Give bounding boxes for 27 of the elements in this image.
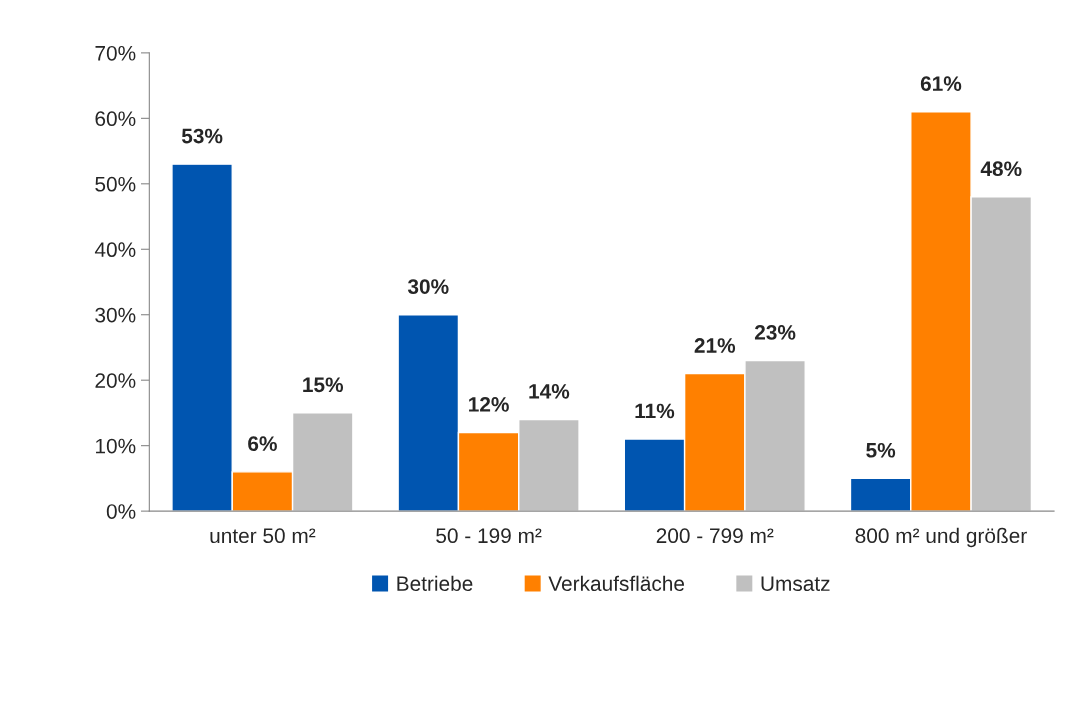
legend-label: Umsatz <box>761 576 830 591</box>
legend-label: Betriebe <box>397 575 473 591</box>
y-tick-label: 10% <box>96 438 136 454</box>
data-label: 48% <box>980 161 1022 177</box>
y-tick-label: 0% <box>106 504 136 519</box>
y-tick-label: 30% <box>95 307 136 323</box>
legend-label: Verkaufsfläche <box>548 575 685 591</box>
y-tick-label: 60% <box>95 111 136 127</box>
x-tick-label: 50 - 199 m² <box>436 528 542 544</box>
x-tick-label: 200 - 799 m² <box>656 528 774 544</box>
data-label: 6% <box>248 436 277 452</box>
x-tick-label: unter 50 m² <box>210 528 316 544</box>
y-tick-label: 40% <box>94 242 136 258</box>
data-label: 12% <box>469 397 509 412</box>
y-tick-label: 50% <box>95 176 136 192</box>
data-label: 11% <box>635 403 675 419</box>
data-label: 23% <box>754 325 796 340</box>
x-tick-label: 800 m² und größer <box>855 527 1027 548</box>
data-label: 14% <box>529 383 570 399</box>
data-label: 61% <box>920 76 962 92</box>
data-label: 53% <box>181 128 223 144</box>
data-label: 5% <box>866 442 896 458</box>
data-label: 30% <box>407 279 449 294</box>
data-label: 15% <box>303 377 344 393</box>
data-label: 21% <box>694 338 736 353</box>
y-tick-label: 70% <box>95 45 136 61</box>
y-tick-label: 20% <box>95 373 136 388</box>
